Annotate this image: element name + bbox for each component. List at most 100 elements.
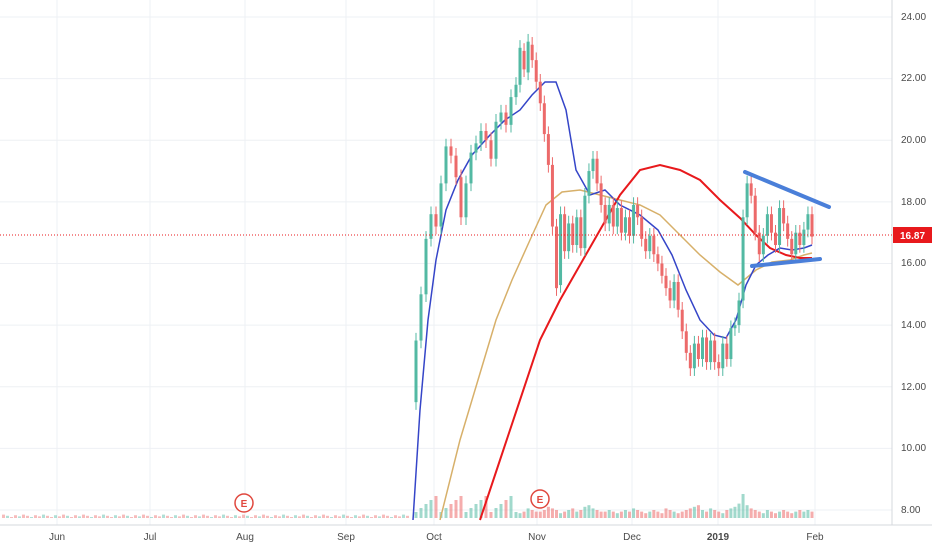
- volume-bar: [6, 515, 9, 518]
- candle-body: [615, 208, 619, 227]
- candle-body: [434, 214, 438, 227]
- volume-bar: [563, 511, 567, 518]
- volume-bar: [534, 511, 538, 518]
- volume-bar: [26, 515, 29, 518]
- volume-bar: [469, 508, 473, 518]
- candle-body: [668, 288, 672, 301]
- candle-body: [798, 232, 802, 246]
- volume-bar: [22, 514, 25, 518]
- volume-bar: [282, 514, 285, 518]
- volume-bar: [424, 504, 428, 518]
- volume-bar: [194, 515, 197, 518]
- earnings-marker[interactable]: E: [234, 493, 254, 513]
- volume-bar: [238, 516, 241, 518]
- volume-bar: [499, 504, 503, 518]
- y-tick-label: 16.00: [901, 258, 926, 269]
- volume-bar: [591, 508, 595, 518]
- candle-body: [499, 112, 503, 122]
- volume-bar: [150, 517, 153, 518]
- candle-body: [696, 343, 700, 360]
- candle-body: [782, 208, 786, 224]
- volume-bar: [701, 510, 704, 518]
- candle-body: [583, 195, 587, 249]
- volume-bar: [102, 514, 105, 518]
- volume-bar: [246, 515, 249, 518]
- candle-body: [733, 325, 737, 329]
- volume-bar: [761, 513, 765, 518]
- candle-body: [464, 183, 468, 218]
- volume-bar: [615, 513, 619, 518]
- volume-bar: [778, 511, 782, 518]
- volume-bar: [419, 508, 423, 518]
- volume-bar: [350, 517, 353, 518]
- candle-body: [607, 204, 611, 224]
- volume-bar: [530, 510, 534, 518]
- volume-bar: [555, 510, 558, 518]
- candle-body: [810, 214, 814, 237]
- candle-body: [774, 232, 777, 246]
- earnings-marker[interactable]: E: [530, 489, 550, 509]
- volume-bar: [202, 514, 205, 518]
- candle-body: [575, 217, 579, 246]
- candle-body: [591, 158, 595, 172]
- candle-body: [778, 208, 782, 246]
- volume-bar: [18, 516, 21, 518]
- y-axis[interactable]: 24.00 22.00 20.00 18.00 16.00 14.00 12.0…: [901, 12, 926, 516]
- candle-body: [546, 134, 550, 165]
- volume-bar: [652, 510, 656, 518]
- volume-bar: [46, 515, 49, 518]
- volume-bar: [230, 517, 233, 518]
- candle-body: [786, 223, 790, 239]
- volume-bar: [449, 504, 453, 518]
- candle-body: [623, 217, 627, 233]
- y-tick-label: 20.00: [901, 135, 926, 146]
- volume-bar: [526, 508, 530, 518]
- volume-bar: [479, 500, 483, 518]
- candle-body: [484, 131, 488, 141]
- annotations: [743, 170, 831, 268]
- volume-bar: [546, 506, 550, 518]
- volume-bar: [214, 515, 217, 518]
- volume-bar: [474, 504, 478, 518]
- volume-bar: [166, 515, 169, 518]
- volume-bar: [668, 510, 672, 518]
- volume-bar: [258, 516, 261, 518]
- volume-bar: [414, 512, 418, 518]
- candle-body: [559, 214, 563, 286]
- volume-bar: [636, 510, 640, 518]
- volume-bar: [676, 513, 680, 518]
- volume-bar: [782, 510, 786, 518]
- volume-bar: [611, 511, 615, 518]
- candle-body: [419, 294, 423, 341]
- candle-body: [701, 337, 704, 360]
- candle-body: [636, 204, 640, 218]
- candle-body: [550, 164, 554, 227]
- x-tick-label: Dec: [623, 532, 641, 543]
- volume-bar: [86, 515, 89, 518]
- last-price-label: 16.87: [900, 231, 925, 242]
- candle-body: [790, 238, 794, 255]
- volume-bar: [366, 515, 369, 518]
- volume-bar: [334, 515, 337, 518]
- volume-bar: [134, 515, 137, 518]
- volume-bar: [632, 508, 636, 518]
- earnings-label: E: [241, 499, 248, 510]
- y-tick-label: 22.00: [901, 73, 926, 84]
- volume-bar: [583, 506, 587, 518]
- volume-bar: [10, 517, 13, 518]
- volume-bar: [514, 512, 518, 518]
- volume-bar: [58, 516, 61, 518]
- candle-body: [469, 152, 473, 184]
- volume-bar: [623, 510, 627, 518]
- candle-body: [424, 238, 428, 295]
- candle-body: [757, 232, 761, 255]
- volume-bar: [254, 515, 257, 518]
- volume-bar: [454, 500, 458, 518]
- volume-bar: [362, 514, 365, 518]
- volume-bar: [429, 500, 433, 518]
- volume-bar: [696, 505, 700, 518]
- candle-body: [765, 214, 769, 236]
- x-axis[interactable]: Jun Jul Aug Sep Oct Nov Dec 2019 Feb: [49, 532, 824, 543]
- candle-body: [676, 281, 680, 310]
